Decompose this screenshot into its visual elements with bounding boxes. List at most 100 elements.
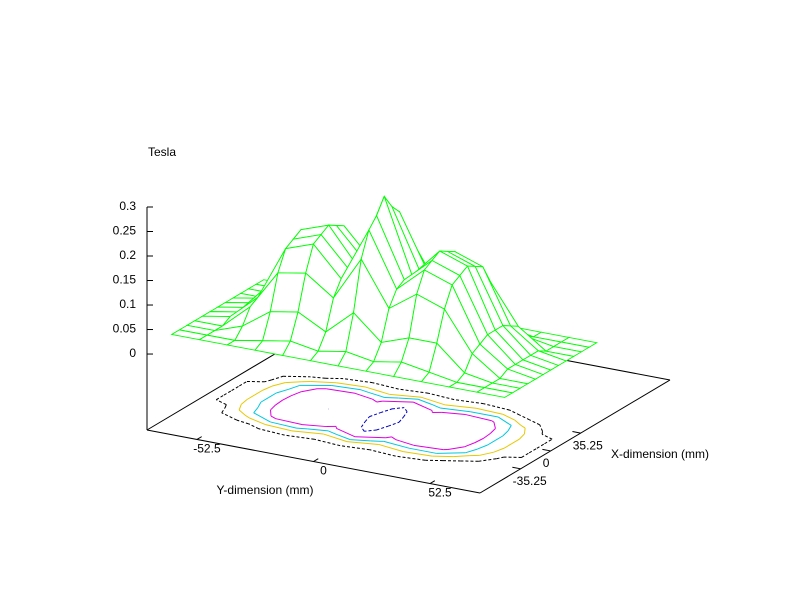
contour-segment [413,401,433,411]
contour-segment [523,428,526,435]
contour-segment [336,382,366,388]
surface-cell [475,387,514,398]
contour-segment [282,395,292,401]
x-tick-label: 0 [543,456,550,470]
y-tick-label: 52.5 [428,486,452,500]
contour-segment [343,378,373,384]
contour-segment [491,420,495,423]
contour-segment [496,456,504,460]
contour-segment [271,382,286,387]
x-axis-label: X-dimension (mm) [611,447,709,461]
contour-segment [398,416,404,423]
contour-segment [436,452,466,454]
contour-segment [503,443,513,449]
contour-segment [454,399,484,405]
contour-segment [350,439,371,442]
contour-segment [268,392,277,398]
contour-segment [369,449,396,457]
contour-segment [346,441,379,445]
contour-segment [364,429,377,432]
contour-segment [309,376,326,379]
contour-segment [239,381,248,387]
contour-segment [221,407,226,414]
z-axis-label: Tesla [148,145,176,159]
contour-segment [529,419,540,426]
contour-segment [340,445,370,451]
contour-segment [284,434,315,440]
contour-segment [511,438,520,445]
contour-segment [502,413,516,421]
y-tick [429,480,436,484]
contour-segment [360,389,369,393]
contour-segment [328,430,338,435]
z-tick-label: 0.2 [119,248,136,262]
contour-segment [474,437,484,444]
contour-segment [398,388,429,394]
contour-segment [494,435,504,441]
contour-segment [249,417,266,426]
contour-segment [364,416,370,423]
contour-segment [336,434,351,441]
contour-segment [497,416,512,426]
contour-segment [264,379,272,383]
contour-segment [360,421,366,428]
contour-segment [314,438,341,447]
contour-segment [301,388,318,393]
contour-segment [483,403,510,411]
contour-segment [224,404,227,408]
contour-segment [248,423,260,430]
contour-segment [447,446,465,451]
contour-segment [539,424,543,432]
contour-segment [431,403,441,409]
y-tick-label: -52.5 [193,442,221,456]
contour-segment [403,407,408,413]
contour-segment [544,438,553,445]
contour-segment [365,386,390,395]
y-tick-label: 0 [320,464,327,478]
contour-segment [240,399,248,405]
contour-segment [385,436,392,439]
y-tick [196,436,202,440]
contour-segment [528,447,538,454]
contour-segment [296,427,308,430]
contour-segment [260,397,269,403]
contour-segment [395,455,426,461]
contour-segment [391,407,405,410]
contour-segment [326,388,356,394]
contour-segment [476,407,503,415]
x-tick-label: 35.25 [573,438,603,452]
contour-segment [216,394,225,401]
contour-segment [478,458,497,462]
contour-segment [440,407,471,413]
contour-segment [453,455,470,458]
y-axis-label: Y-dimension (mm) [217,483,314,497]
contour-segment [216,399,227,406]
contour-segment [384,396,399,399]
contour-segment [238,409,246,416]
contour-segment [403,411,408,418]
contour-segment [221,412,238,421]
contour-segment [376,425,389,431]
contour-segment [383,440,410,449]
contour-segment [378,443,404,453]
contour-segment [536,443,545,449]
contour-segment [275,418,303,426]
contour-segment [376,400,383,403]
contour-segment [372,398,378,403]
base-edge [479,379,671,494]
contour-segment [369,412,381,418]
contour-segment [489,428,496,434]
z-tick-label: 0.05 [113,322,137,336]
contour-segment [254,389,263,396]
contour-segment [417,398,432,405]
contour-segment [391,436,397,441]
contour-segment [270,421,297,429]
contour-segment [514,419,522,426]
contour-segment [307,428,329,432]
contour-segment [487,440,496,446]
z-tick-label: 0.1 [119,297,136,311]
contour-segment [519,433,525,440]
contour-segment [521,452,530,458]
